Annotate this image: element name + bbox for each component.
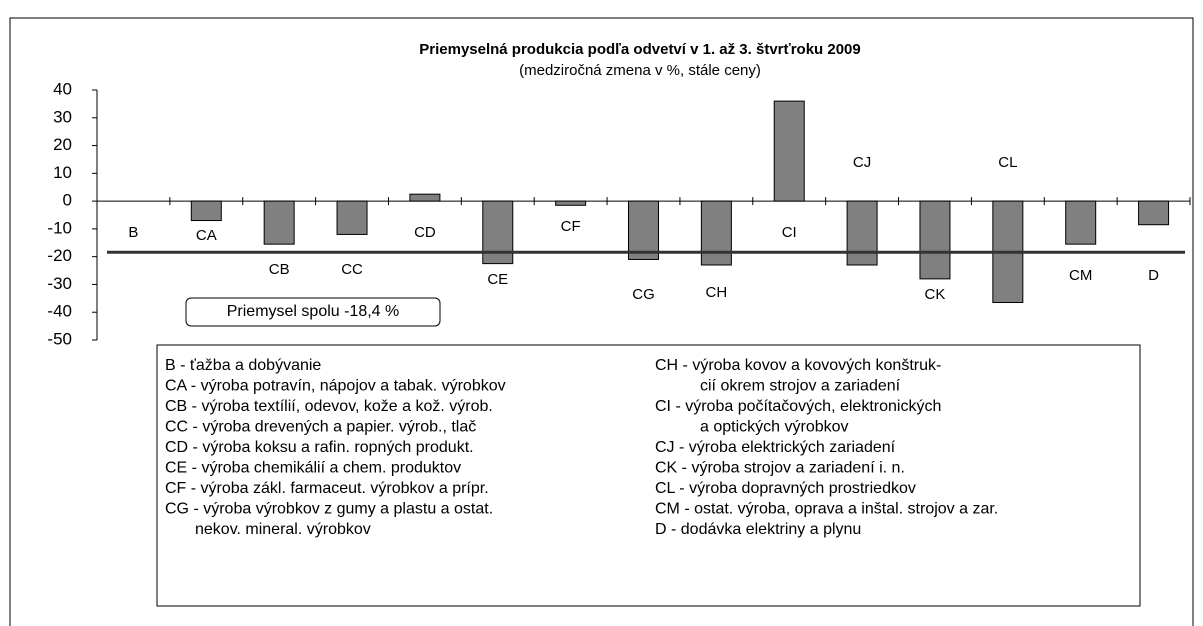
legend-text: CA - výroba potravín, nápojov a tabak. v…	[165, 378, 506, 395]
category-label: CL	[998, 154, 1017, 171]
legend-text: CC - výroba drevených a papier. výrob., …	[165, 419, 476, 436]
category-label: D	[1148, 267, 1159, 284]
frame	[9, 17, 1194, 626]
legend-text: B - ťažba a dobývanie	[165, 357, 321, 374]
category-label: CE	[487, 271, 508, 288]
y-tick-label: 20	[53, 135, 72, 154]
legend-text: cií okrem strojov a zariadení	[700, 378, 901, 395]
y-tick-label: -50	[47, 329, 72, 348]
bar	[846, 200, 878, 266]
y-tick-label: -20	[47, 246, 72, 265]
legend-text: nekov. mineral. výrobkov	[195, 521, 371, 538]
legend-text: CK - výroba strojov a zariadení i. n.	[655, 460, 905, 477]
category-label: CD	[414, 224, 436, 241]
bar	[628, 200, 659, 260]
chart-title: Priemyselná produkcia podľa odvetví v 1.…	[419, 41, 860, 58]
bar	[700, 200, 732, 266]
legend-text: a optických výrobkov	[700, 419, 849, 436]
y-tick-label: 30	[53, 107, 72, 126]
category-label: CJ	[853, 154, 871, 171]
legend-text: CH - výroba kovov a kovových konštruk-	[655, 357, 941, 374]
bar	[1138, 200, 1170, 226]
legend-text: CJ - výroba elektrických zariadení	[655, 439, 896, 456]
legend-text: CI - výroba počítačových, elektronických	[655, 398, 941, 415]
category-label: CI	[782, 224, 797, 241]
bar	[773, 100, 805, 202]
legend-text: CD - výroba koksu a rafin. ropných produ…	[165, 439, 474, 456]
y-tick-label: -10	[47, 218, 72, 237]
category-label: B	[128, 224, 138, 241]
legend-text: CG - výroba výrobkov z gumy a plastu a o…	[165, 501, 493, 518]
category-label: CF	[561, 218, 581, 235]
chart-subtitle: (medziročná zmena v %, stále ceny)	[519, 62, 761, 79]
total-box	[185, 297, 441, 327]
legend-box	[156, 344, 1141, 607]
bar	[190, 200, 222, 222]
bar	[336, 200, 368, 235]
legend-text: CF - výroba zákl. farmaceut. výrobkov a …	[165, 480, 489, 497]
bar	[263, 200, 295, 245]
category-label: CA	[196, 227, 217, 244]
bar	[555, 200, 587, 206]
category-label: CB	[269, 261, 290, 278]
bar	[919, 200, 951, 280]
legend-text: CE - výroba chemikálií a chem. produktov	[165, 460, 461, 477]
legend-text: CB - výroba textílií, odevov, kože a kož…	[165, 398, 493, 415]
y-tick-label: 40	[53, 79, 72, 98]
legend-text: D - dodávka elektriny a plynu	[655, 521, 861, 538]
bar	[1065, 200, 1097, 245]
y-tick-label: -40	[47, 302, 72, 321]
bar	[409, 193, 441, 202]
legend-text: CL - výroba dopravných prostriedkov	[655, 480, 916, 497]
category-label: CG	[632, 286, 655, 303]
category-label: CC	[341, 261, 363, 278]
y-tick-label: -30	[47, 274, 72, 293]
category-label: CM	[1069, 267, 1092, 284]
legend-text: CM - ostat. výroba, oprava a inštal. str…	[655, 501, 998, 518]
category-label: CH	[706, 284, 728, 301]
y-tick-label: 0	[63, 191, 72, 210]
y-tick-label: 10	[53, 163, 72, 182]
total-label: Priemysel spolu -18,4 %	[227, 303, 400, 320]
category-label: CK	[925, 286, 946, 303]
bar	[482, 200, 514, 265]
